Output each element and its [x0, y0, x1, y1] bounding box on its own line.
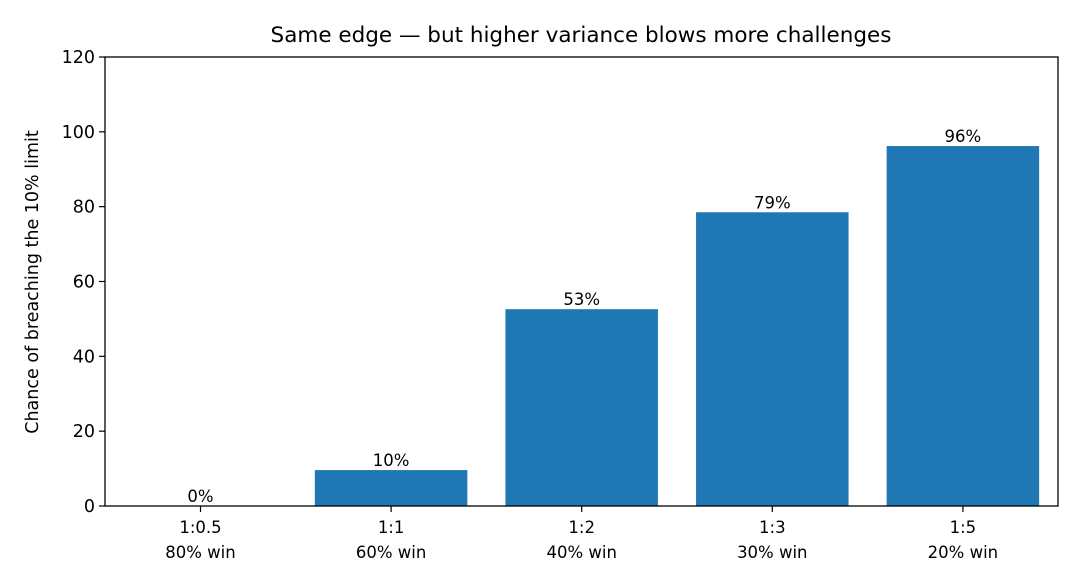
y-axis: 0 20 40 60 80 100 120 [62, 48, 105, 517]
x-tick-label-ratio: 1:3 [759, 518, 786, 537]
bar-1:3 [696, 212, 849, 506]
bar-1:1 [314, 470, 468, 506]
data-label: 79% [754, 193, 791, 212]
x-tick-label-ratio: 1:0.5 [179, 518, 221, 537]
bar-1:5 [886, 146, 1040, 506]
x-axis: 1:0.5 80% win 1:1 60% win 1:2 40% win 1:3 30% w… [165, 506, 998, 562]
y-tick-label: 40 [73, 347, 95, 367]
y-tick-label: 100 [62, 123, 95, 143]
value-labels-group: 0% 10% 53% 79% 96% [187, 127, 981, 506]
x-tick-label-ratio: 1:2 [568, 518, 595, 537]
bars-group [314, 146, 1040, 506]
x-tick-label-win: 40% win [546, 543, 616, 562]
x-tick-label-ratio: 1:1 [378, 518, 405, 537]
data-label: 0% [187, 487, 213, 506]
y-tick-label: 20 [73, 422, 95, 442]
bar-1:2 [505, 309, 658, 506]
y-tick-label: 120 [62, 48, 95, 68]
x-tick-label-win: 20% win [928, 543, 998, 562]
chart-title: Same edge — but higher variance blows mo… [271, 23, 892, 48]
data-label: 10% [373, 451, 410, 470]
x-tick-label-win: 60% win [356, 543, 426, 562]
y-tick-label: 0 [84, 497, 95, 517]
data-label: 53% [563, 290, 600, 309]
x-tick-label-ratio: 1:5 [950, 518, 977, 537]
y-axis-label: Chance of breaching the 10% limit [23, 130, 43, 434]
data-label: 96% [945, 127, 982, 146]
x-tick-label-win: 80% win [165, 543, 235, 562]
y-tick-label: 80 [73, 198, 95, 218]
y-tick-label: 60 [73, 273, 95, 293]
plot-frame [104, 56, 1059, 507]
x-tick-label-win: 30% win [737, 543, 807, 562]
